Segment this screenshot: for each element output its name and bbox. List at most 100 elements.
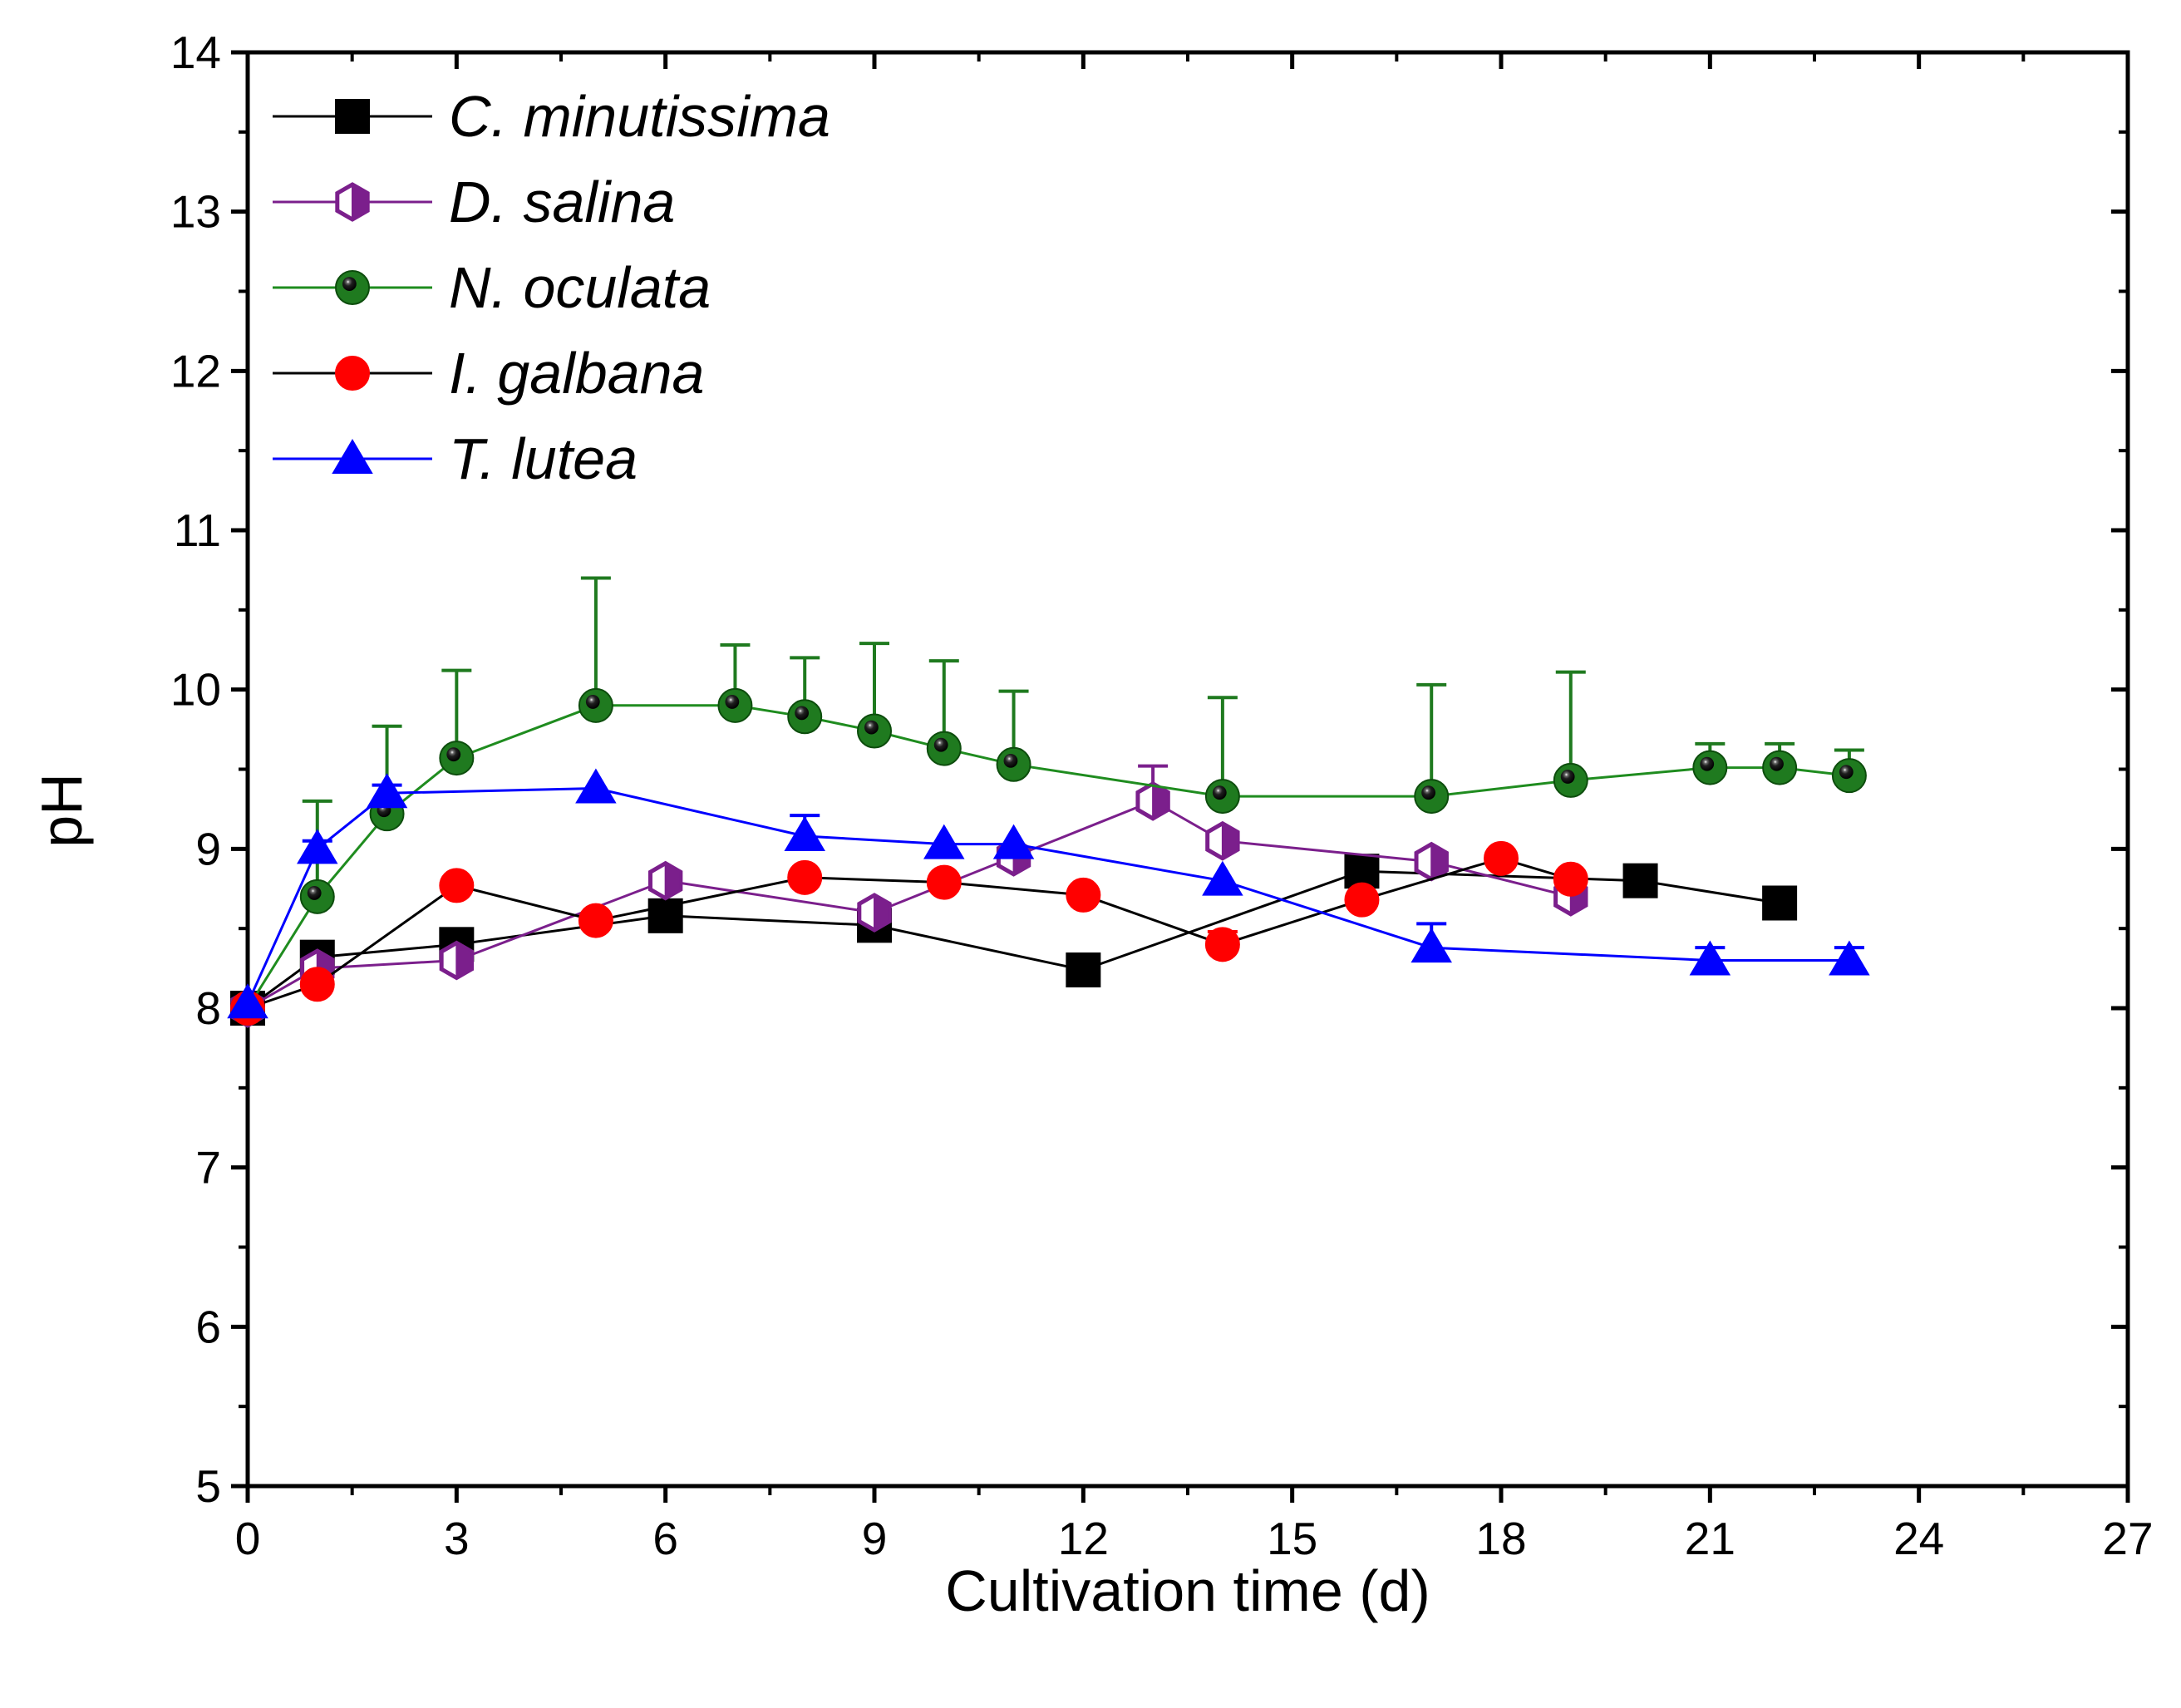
hexagon-marker-fill (1221, 822, 1239, 860)
data-point (1202, 860, 1243, 896)
sphere-marker-highlight (307, 886, 322, 900)
x-tick-label: 6 (652, 1513, 678, 1564)
data-point (1689, 940, 1731, 976)
sphere-marker-highlight (1421, 785, 1436, 800)
sphere-marker-highlight (1003, 753, 1018, 768)
axes: 0 3 6 9 12 15 18 21 24 27 5 6 7 8 9 10 11 12 13 14 (170, 27, 2154, 1564)
y-tick-label: 12 (170, 345, 221, 396)
data-point (784, 816, 825, 851)
data-point (439, 868, 475, 903)
data-point (787, 859, 823, 895)
legend-item: N. oculata (273, 255, 711, 320)
data-point (578, 687, 613, 723)
sphere-marker-highlight (1770, 756, 1784, 771)
data-point (299, 967, 335, 1002)
y-tick-label: 14 (170, 27, 221, 78)
triangle-marker (297, 829, 338, 864)
triangle-marker (1829, 940, 1870, 976)
sphere-marker-highlight (1212, 785, 1227, 800)
legend-marker (335, 270, 370, 305)
series-d-salina (230, 764, 1588, 1028)
x-tick-label: 24 (1893, 1513, 1944, 1564)
data-point (996, 746, 1031, 782)
series-layer (227, 576, 1870, 1028)
circle-marker (1066, 877, 1101, 913)
data-point (1411, 928, 1452, 963)
data-point (1484, 840, 1519, 876)
legend-marker (332, 439, 373, 474)
series-t-lutea (227, 768, 1870, 1019)
x-tick-label: 27 (2102, 1513, 2153, 1564)
x-tick-label: 9 (862, 1513, 888, 1564)
triangle-marker (332, 439, 373, 474)
sphere-marker-highlight (1839, 765, 1854, 780)
series-n-oculata (230, 576, 1867, 1026)
circle-marker (439, 868, 475, 903)
triangle-marker (366, 773, 408, 809)
data-point (1553, 762, 1588, 798)
data-point (857, 713, 892, 749)
series-line (246, 704, 1850, 1009)
circle-marker (578, 903, 613, 938)
data-point (1066, 877, 1101, 913)
hexagon-marker-fill (664, 861, 682, 900)
data-point (1135, 780, 1170, 821)
legend-label: D. salina (449, 170, 675, 234)
circle-marker (335, 356, 370, 391)
triangle-marker (227, 983, 268, 1019)
sphere-marker-highlight (1700, 756, 1715, 771)
circle-marker (1204, 927, 1240, 962)
triangle-marker (923, 824, 965, 859)
data-point (992, 824, 1035, 859)
data-point (1205, 820, 1240, 861)
data-point (647, 860, 683, 901)
data-point (787, 699, 823, 735)
legend-item: I. galbana (273, 341, 704, 406)
x-tick-label: 21 (1685, 1513, 1735, 1564)
data-point (578, 903, 613, 938)
data-point (1692, 750, 1728, 785)
data-point (1762, 750, 1798, 785)
triangle-marker (1411, 928, 1452, 963)
data-point (299, 879, 335, 914)
circle-marker (1344, 882, 1380, 918)
hexagon-marker-fill (1430, 842, 1448, 881)
data-point (923, 824, 965, 859)
data-point (926, 731, 962, 766)
sphere-marker-highlight (446, 747, 461, 762)
data-point (1829, 940, 1870, 976)
x-tick-label: 15 (1267, 1513, 1317, 1564)
data-point (1344, 882, 1380, 918)
square-marker (1762, 885, 1798, 921)
data-point (1762, 885, 1798, 921)
data-point (439, 940, 475, 981)
data-point (366, 773, 408, 809)
square-marker (1066, 952, 1101, 987)
hexagon-marker-fill (455, 941, 473, 980)
triangle-marker (1202, 860, 1243, 896)
data-point (1204, 927, 1240, 962)
series-line (246, 786, 1849, 1004)
y-tick-label: 6 (195, 1301, 221, 1352)
legend-label: T. lutea (449, 426, 638, 491)
legend-label: I. galbana (449, 341, 704, 406)
data-point (926, 864, 962, 900)
data-point (1553, 861, 1588, 897)
sphere-marker-highlight (1560, 770, 1575, 784)
legend: C. minutissima D. salina N. oculata I. galb… (273, 84, 830, 491)
sphere-marker-highlight (864, 720, 879, 735)
legend-label: C. minutissima (449, 84, 830, 149)
x-tick-label: 3 (444, 1513, 470, 1564)
legend-item: T. lutea (273, 426, 638, 491)
data-point (297, 829, 338, 864)
y-tick-label: 9 (195, 823, 221, 874)
y-axis-title: pH (29, 773, 94, 847)
sphere-marker-highlight (795, 706, 810, 721)
data-point (227, 983, 268, 1019)
y-tick-label: 10 (170, 664, 221, 716)
x-axis-title: Cultivation time (d) (945, 1558, 1430, 1623)
legend-item: C. minutissima (273, 84, 830, 149)
data-point (857, 893, 892, 933)
